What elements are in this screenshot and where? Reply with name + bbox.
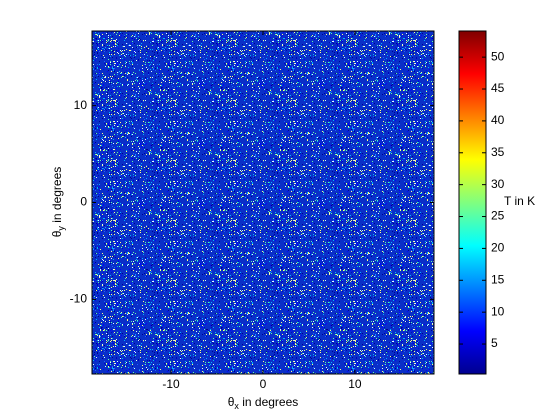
- colorbar-tick-label: 35: [491, 145, 505, 159]
- colorbar-tick-label: 45: [491, 81, 505, 95]
- colorbar-tick-label: 20: [491, 241, 505, 255]
- x-tick-label: -10: [162, 377, 180, 391]
- colorbar: [459, 31, 486, 374]
- colorbar-tick-label: 15: [491, 272, 505, 286]
- y-axis-label: θy in degrees: [50, 167, 66, 238]
- y-tick-label: -10: [70, 292, 88, 306]
- x-tick-label: 0: [260, 377, 267, 391]
- y-tick-label: 0: [80, 195, 87, 209]
- colorbar-tick-label: 10: [491, 304, 505, 318]
- colorbar-tick-label: 50: [491, 49, 505, 63]
- x-axis-label: θx in degrees: [228, 395, 299, 411]
- y-tick-label: 10: [74, 98, 88, 112]
- x-tick-label: 10: [348, 377, 362, 391]
- colorbar-tick-label: 30: [491, 177, 505, 191]
- image-field: [92, 31, 434, 374]
- colorbar-frame: [458, 30, 487, 375]
- colorbar-tick-label: 25: [491, 209, 505, 223]
- colorbar-tick-label: 5: [491, 336, 498, 350]
- colorbar-label: T in K: [504, 194, 535, 208]
- colorbar-tick-label: 40: [491, 113, 505, 127]
